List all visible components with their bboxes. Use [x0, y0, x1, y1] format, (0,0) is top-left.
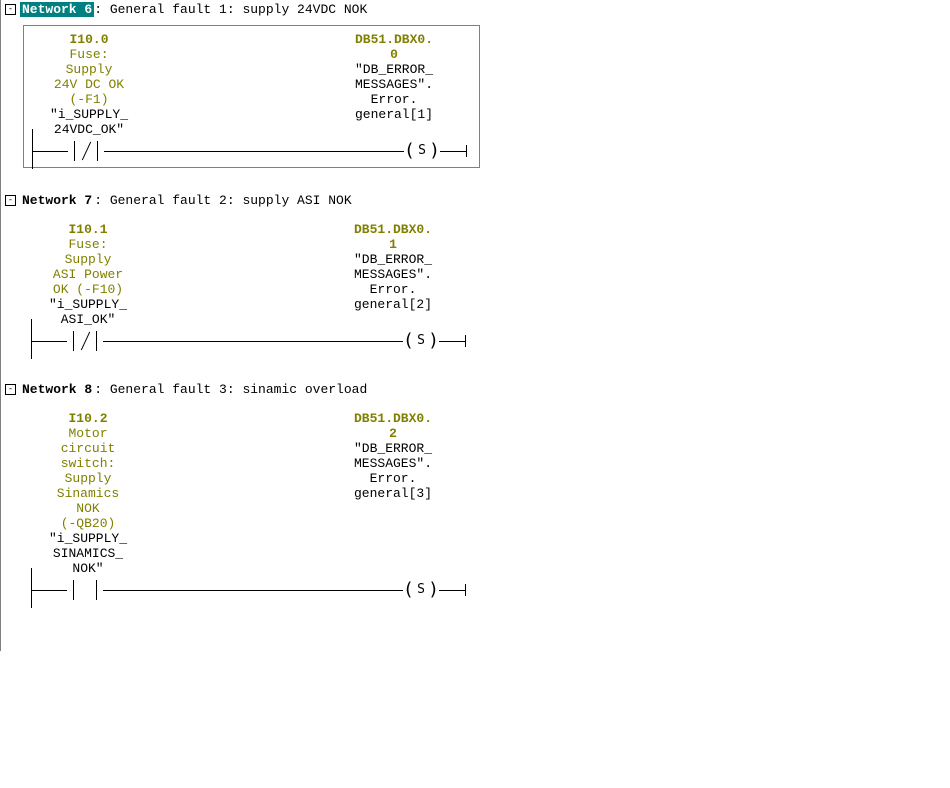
contact-nc-icon[interactable] — [68, 139, 104, 163]
operand-comment: Supply — [23, 252, 153, 267]
network: -Network 6: General fault 1: supply 24VD… — [5, 2, 950, 168]
operand-address: 0 — [329, 47, 459, 62]
input-operand: I10.2Motorcircuitswitch:SupplySinamicsNO… — [23, 411, 153, 576]
network: -Network 8: General fault 3: sinamic ove… — [5, 382, 950, 606]
operand-labels: I10.1Fuse:SupplyASI PowerOK (-F10)"i_SUP… — [23, 222, 478, 327]
operand-comment: Supply — [23, 471, 153, 486]
wire — [32, 151, 68, 152]
input-operand: I10.0Fuse:Supply24V DC OK(-F1)"i_SUPPLY_… — [24, 32, 154, 137]
operand-comment: OK (-F10) — [23, 282, 153, 297]
contact-nc-icon[interactable] — [67, 329, 103, 353]
network-title: : General fault 1: supply 24VDC NOK — [94, 2, 367, 17]
operand-symbol: general[2] — [328, 297, 458, 312]
operand-comment: Fuse: — [23, 237, 153, 252]
network-header: -Network 7: General fault 2: supply ASI … — [5, 193, 950, 208]
power-rail — [32, 129, 33, 169]
wire — [439, 590, 465, 591]
network-label[interactable]: Network 6 — [20, 2, 94, 17]
network-label[interactable]: Network 8 — [20, 382, 94, 397]
rung-end — [465, 335, 466, 347]
wire — [104, 151, 404, 152]
contact-no-icon[interactable] — [67, 578, 103, 602]
ladder-rung-graphic: (S) — [24, 139, 479, 163]
operand-labels: I10.2Motorcircuitswitch:SupplySinamicsNO… — [23, 411, 478, 576]
operand-symbol: SINAMICS_ — [23, 546, 153, 561]
operand-comment: NOK — [23, 501, 153, 516]
operand-symbol: MESSAGES". — [328, 267, 458, 282]
operand-symbol: MESSAGES". — [329, 77, 459, 92]
operand-symbol: general[1] — [329, 107, 459, 122]
operand-symbol: NOK" — [23, 561, 153, 576]
operand-comment: Motor — [23, 426, 153, 441]
input-operand: I10.1Fuse:SupplyASI PowerOK (-F10)"i_SUP… — [23, 222, 153, 327]
operand-address: 2 — [328, 426, 458, 441]
operand-symbol: "DB_ERROR_ — [328, 441, 458, 456]
operand-address: DB51.DBX0. — [328, 222, 458, 237]
operand-comment: 24V DC OK — [24, 77, 154, 92]
operand-symbol: ASI_OK" — [23, 312, 153, 327]
network-header: -Network 6: General fault 1: supply 24VD… — [5, 2, 950, 17]
operand-symbol: "DB_ERROR_ — [328, 252, 458, 267]
network-title: : General fault 3: sinamic overload — [94, 382, 367, 397]
power-rail — [31, 319, 32, 359]
network-title: : General fault 2: supply ASI NOK — [94, 193, 351, 208]
output-operand: DB51.DBX0.0"DB_ERROR_MESSAGES".Error.gen… — [329, 32, 459, 137]
ladder-rung-graphic: (S) — [23, 578, 478, 602]
operand-comment: circuit — [23, 441, 153, 456]
operand-comment: ASI Power — [23, 267, 153, 282]
operand-symbol: "i_SUPPLY_ — [24, 107, 154, 122]
operand-address: I10.1 — [23, 222, 153, 237]
rung[interactable]: I10.0Fuse:Supply24V DC OK(-F1)"i_SUPPLY_… — [23, 25, 480, 168]
coil-set-icon[interactable]: (S) — [403, 578, 439, 602]
operand-comment: (-F1) — [24, 92, 154, 107]
rung[interactable]: I10.1Fuse:SupplyASI PowerOK (-F10)"i_SUP… — [23, 216, 478, 357]
operand-address: I10.0 — [24, 32, 154, 47]
power-rail — [31, 568, 32, 608]
operand-symbol: 24VDC_OK" — [24, 122, 154, 137]
operand-symbol: Error. — [329, 92, 459, 107]
operand-symbol: general[3] — [328, 486, 458, 501]
network: -Network 7: General fault 2: supply ASI … — [5, 193, 950, 357]
wire — [103, 590, 403, 591]
wire — [439, 341, 465, 342]
collapse-toggle-icon[interactable]: - — [5, 384, 16, 395]
operand-comment: Supply — [24, 62, 154, 77]
operand-address: I10.2 — [23, 411, 153, 426]
operand-symbol: "i_SUPPLY_ — [23, 531, 153, 546]
coil-set-icon[interactable]: (S) — [403, 329, 439, 353]
wire — [103, 341, 403, 342]
wire — [31, 341, 67, 342]
wire — [440, 151, 466, 152]
ladder-editor: -Network 6: General fault 1: supply 24VD… — [0, 0, 950, 651]
collapse-toggle-icon[interactable]: - — [5, 4, 16, 15]
coil-set-icon[interactable]: (S) — [404, 139, 440, 163]
operand-symbol: Error. — [328, 282, 458, 297]
operand-address: 1 — [328, 237, 458, 252]
output-operand: DB51.DBX0.1"DB_ERROR_MESSAGES".Error.gen… — [328, 222, 458, 327]
output-operand: DB51.DBX0.2"DB_ERROR_MESSAGES".Error.gen… — [328, 411, 458, 576]
operand-comment: Sinamics — [23, 486, 153, 501]
operand-labels: I10.0Fuse:Supply24V DC OK(-F1)"i_SUPPLY_… — [24, 32, 479, 137]
operand-comment: switch: — [23, 456, 153, 471]
rung[interactable]: I10.2Motorcircuitswitch:SupplySinamicsNO… — [23, 405, 478, 606]
rung-end — [466, 145, 467, 157]
rung-end — [465, 584, 466, 596]
operand-address: DB51.DBX0. — [328, 411, 458, 426]
network-header: -Network 8: General fault 3: sinamic ove… — [5, 382, 950, 397]
operand-symbol: Error. — [328, 471, 458, 486]
collapse-toggle-icon[interactable]: - — [5, 195, 16, 206]
operand-comment: Fuse: — [24, 47, 154, 62]
operand-symbol: "DB_ERROR_ — [329, 62, 459, 77]
operand-symbol: "i_SUPPLY_ — [23, 297, 153, 312]
operand-address: DB51.DBX0. — [329, 32, 459, 47]
wire — [31, 590, 67, 591]
operand-symbol: MESSAGES". — [328, 456, 458, 471]
network-label[interactable]: Network 7 — [20, 193, 94, 208]
ladder-rung-graphic: (S) — [23, 329, 478, 353]
operand-comment: (-QB20) — [23, 516, 153, 531]
